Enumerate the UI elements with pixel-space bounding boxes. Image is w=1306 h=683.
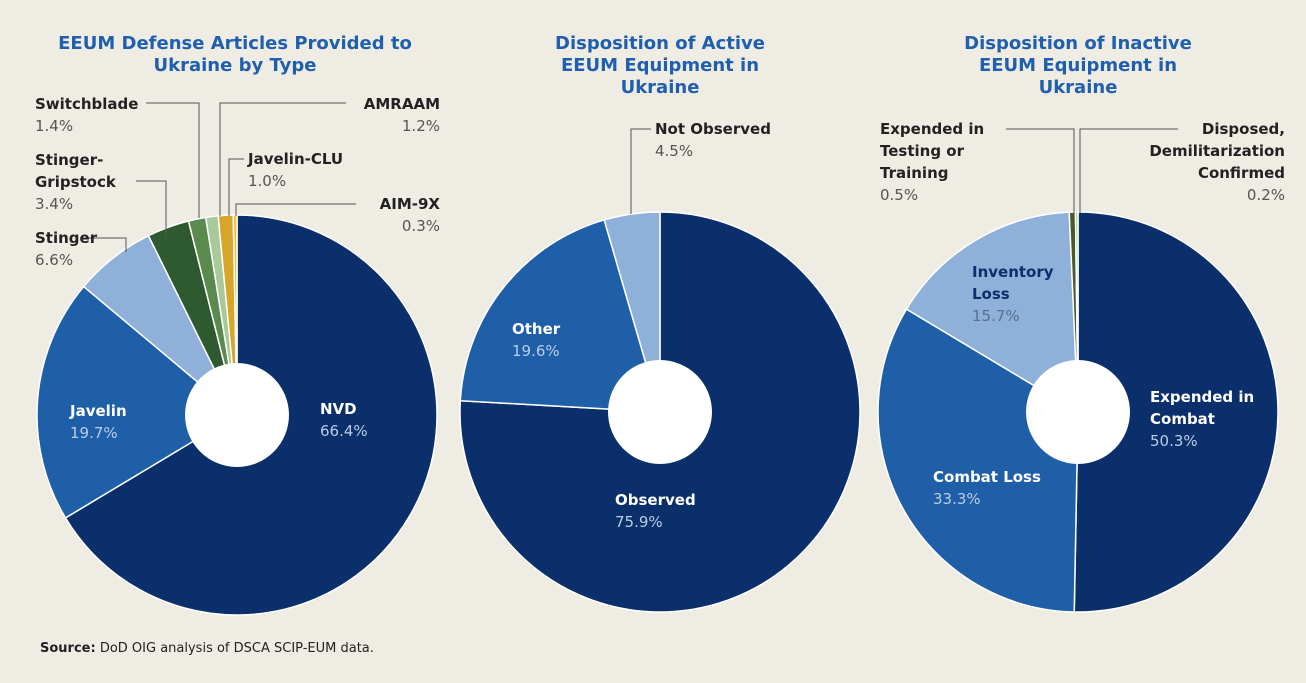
slice-label: Switchblade 1.4% [35, 93, 155, 137]
slice-value: 1.0% [248, 172, 287, 190]
pie-slice [459, 211, 861, 613]
source-text: DoD OIG analysis of DSCA SCIP-EUM data. [99, 641, 374, 656]
slice-value: 1.4% [35, 117, 74, 135]
slice-name: Not Observed [655, 120, 771, 138]
slice-label: Expended in Testing or Training 0.5% [880, 118, 998, 206]
slice-label: Disposed, Demilitarization Confirmed 0.2% [1140, 118, 1285, 206]
slice-value: 66.4% [320, 422, 368, 440]
pie-slice [877, 308, 1079, 613]
slice-value: 19.6% [512, 342, 560, 360]
slice-value: 50.3% [1150, 432, 1198, 450]
slice-label: Other 19.6% [512, 318, 632, 362]
slice-name: Expended in Combat [1150, 388, 1255, 428]
leader-line [1079, 128, 1178, 213]
pie-slice [459, 219, 662, 413]
chart-title: Disposition of Active EEUM Equipment in … [555, 33, 765, 98]
slice-name: Stinger [35, 229, 98, 247]
leader-line [235, 203, 356, 216]
source: Source: DoD OIG analysis of DSCA SCIP-EU… [40, 641, 374, 656]
slice-label: NVD 66.4% [320, 398, 440, 442]
slice-value: 3.4% [35, 195, 74, 213]
donut-hole [608, 360, 712, 464]
slice-value: 19.7% [70, 424, 118, 442]
slice-label: Javelin-CLU 1.0% [248, 148, 368, 192]
slice-name: Javelin [70, 402, 127, 420]
leader-line [630, 128, 651, 214]
pie-slice [36, 285, 239, 519]
leader-line [1006, 128, 1075, 213]
donut-hole [1026, 360, 1130, 464]
leader-line [82, 237, 127, 252]
slice-label: Javelin 19.7% [70, 400, 190, 444]
slice-label: Observed 75.9% [615, 489, 735, 533]
slice-value: 75.9% [615, 513, 663, 531]
slice-label: Combat Loss 33.3% [933, 466, 1063, 510]
slice-name: Other [512, 320, 561, 338]
slice-name: AIM-9X [379, 195, 440, 213]
slice-value: 15.7% [972, 307, 1020, 325]
chart-title: EEUM Defense Articles Provided to Ukrain… [58, 33, 412, 76]
source-label: Source: [40, 641, 96, 656]
leader-line [219, 102, 346, 216]
slice-label: AIM-9X 0.3% [330, 193, 440, 237]
pie-slice [905, 211, 1079, 414]
slice-label: Stinger-Gripstock 3.4% [35, 149, 135, 215]
slice-label: Stinger 6.6% [35, 227, 155, 271]
slice-name: Javelin-CLU [248, 150, 344, 168]
slice-value: 0.2% [1246, 186, 1285, 204]
slice-label: Not Observed 4.5% [655, 118, 805, 162]
slice-value: 6.6% [35, 251, 74, 269]
slice-label: Expended in Combat 50.3% [1150, 386, 1260, 452]
slice-name: NVD [320, 400, 357, 418]
slice-value: 0.5% [880, 186, 919, 204]
slice-name: AMRAAM [363, 95, 440, 113]
leader-line [146, 102, 200, 218]
slice-name: Switchblade [35, 95, 139, 113]
slice-value: 33.3% [933, 490, 981, 508]
slice-label: Inventory Loss 15.7% [972, 261, 1072, 327]
slice-name: Combat Loss [933, 468, 1041, 486]
slice-name: Observed [615, 491, 696, 509]
slice-name: Expended in Testing or Training [880, 120, 985, 182]
slice-name: Stinger-Gripstock [35, 151, 116, 191]
slice-label: AMRAAM 1.2% [330, 93, 440, 137]
chart-title: Disposition of Inactive EEUM Equipment i… [964, 33, 1192, 98]
slice-name: Inventory Loss [972, 263, 1054, 303]
donut-hole [185, 363, 289, 467]
pie-slice [1073, 211, 1279, 613]
slice-name: Disposed, Demilitarization Confirmed [1149, 120, 1285, 182]
slice-value: 4.5% [655, 142, 694, 160]
slice-value: 0.3% [401, 217, 440, 235]
leader-line [136, 180, 167, 238]
leader-line [228, 158, 244, 216]
slice-value: 1.2% [401, 117, 440, 135]
